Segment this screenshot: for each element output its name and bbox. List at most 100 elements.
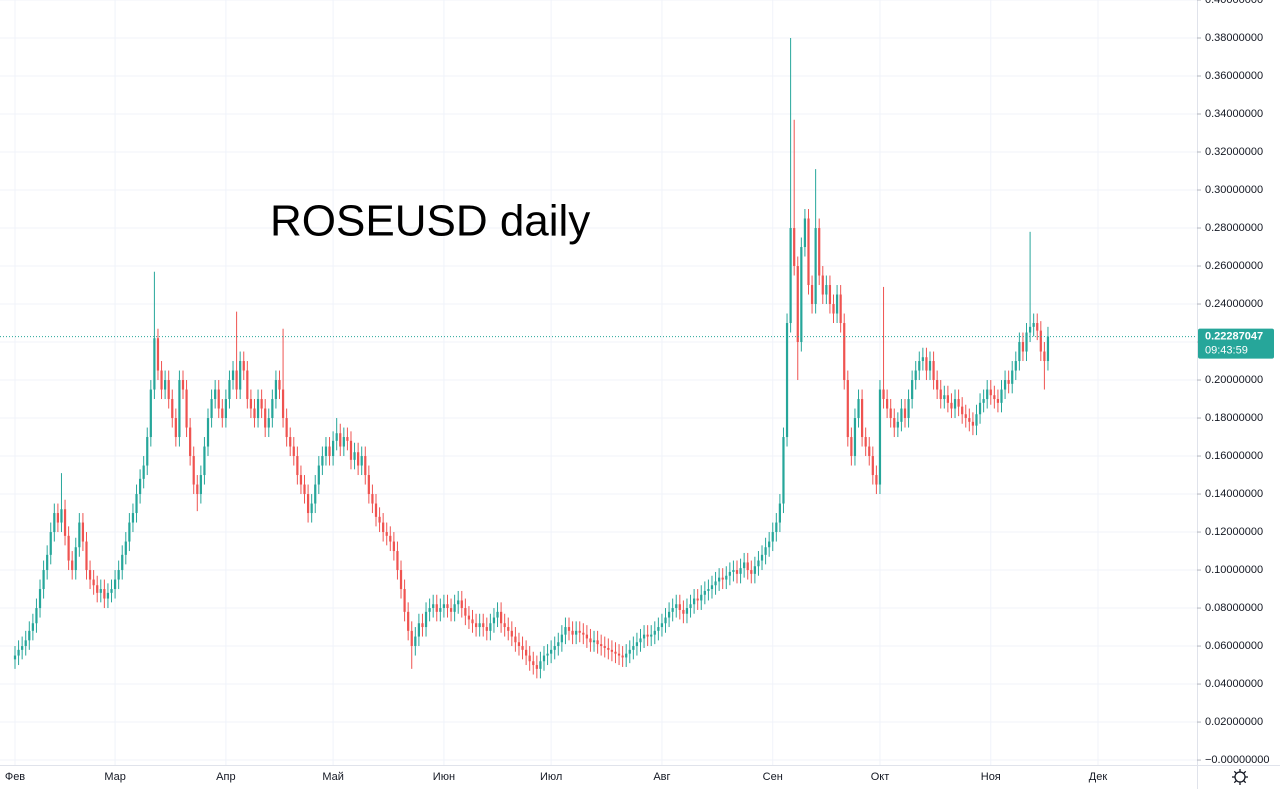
candle-body (678, 604, 681, 610)
candle-body (982, 399, 985, 403)
settings-icon-rays[interactable] (1232, 769, 1248, 785)
candle-body (81, 522, 85, 542)
candle-body (210, 399, 213, 419)
candle-body (689, 604, 692, 609)
candle-body (385, 532, 388, 536)
candle-body (557, 642, 560, 647)
candle-body (192, 456, 195, 485)
candle-body (993, 395, 996, 400)
candle-body (285, 418, 288, 438)
candle-body (535, 665, 538, 669)
candle-body (846, 380, 849, 438)
candle-body (417, 623, 420, 637)
candle-body (921, 357, 924, 362)
candle-body (628, 649, 631, 654)
candle-body (131, 513, 135, 523)
candle-body (342, 437, 345, 447)
candle-body (614, 651, 617, 654)
candle-body (517, 642, 521, 647)
candle-body (682, 609, 685, 614)
candle-body (503, 623, 506, 628)
candle-body (971, 421, 975, 426)
candle-body (321, 456, 324, 466)
candle-body (482, 623, 485, 628)
candle-body (835, 294, 839, 314)
y-tick-label: 0.02000000 (1205, 716, 1263, 728)
candle-body (153, 338, 156, 390)
candle-body (74, 547, 77, 571)
candle-body (206, 418, 210, 447)
candle-body (271, 399, 274, 419)
candle-body (857, 399, 860, 419)
candle-body (642, 634, 646, 639)
x-tick-label: Май (322, 771, 344, 783)
x-tick-label: Ноя (981, 771, 1001, 783)
candle-body (775, 522, 778, 533)
candle-body (1014, 361, 1017, 371)
candle-body (328, 446, 331, 457)
candle-body (471, 619, 474, 624)
candle-body (696, 598, 699, 601)
candle-body (299, 475, 303, 485)
y-tick-label: 0.06000000 (1205, 640, 1263, 652)
candle-body (281, 389, 285, 419)
candle-body (989, 389, 992, 396)
candle-body (821, 275, 824, 295)
candle-body (353, 452, 356, 460)
candle-body (728, 571, 731, 576)
candle-body (639, 638, 642, 643)
candle-body (550, 649, 553, 654)
candle-body (121, 554, 124, 571)
candle-body (803, 218, 807, 248)
candle-body (1036, 323, 1039, 331)
candle-body (446, 604, 449, 609)
candle-body (893, 418, 896, 428)
candle-body (843, 323, 846, 381)
candle-body (31, 623, 34, 631)
candle-body (214, 389, 217, 400)
candle-body (346, 437, 349, 441)
candle-body (553, 646, 556, 650)
candle-body (589, 638, 592, 643)
candle-body (260, 399, 263, 409)
settings-button[interactable] (1232, 769, 1248, 785)
candle-body (825, 285, 828, 295)
candle-body (274, 380, 278, 400)
y-tick-label: 0.24000000 (1205, 298, 1263, 310)
candle-body (603, 646, 606, 648)
candle-body (864, 437, 867, 447)
candle-body (228, 380, 231, 400)
candle-body (707, 589, 710, 591)
candle-body (542, 655, 546, 662)
candle-body (382, 522, 385, 533)
candle-body (485, 627, 488, 631)
candle-body (221, 408, 224, 419)
x-tick-label: Июл (540, 771, 562, 783)
candle-body (1000, 389, 1003, 403)
candle-body (492, 617, 496, 624)
candle-body (67, 535, 70, 561)
y-tick-label: 0.28000000 (1205, 222, 1263, 234)
candle-body (389, 535, 392, 542)
candle-body (460, 600, 463, 609)
candle-body (439, 608, 442, 612)
candle-body (99, 589, 102, 593)
candle-body (296, 456, 299, 476)
candle-body (828, 285, 832, 305)
candle-body (964, 414, 967, 419)
candle-body (13, 655, 17, 660)
y-tick-label: 0.12000000 (1205, 526, 1263, 538)
candle-body (703, 590, 706, 595)
candle-body (514, 636, 517, 643)
candle-body (35, 608, 38, 624)
candle-body (850, 437, 853, 457)
candle-body (903, 408, 907, 419)
candle-body (918, 361, 921, 371)
candle-body (71, 560, 74, 571)
candle-body (714, 581, 717, 586)
candle-body (718, 577, 721, 582)
candle-body (378, 516, 381, 523)
candle-body (567, 627, 571, 631)
candle-body (600, 644, 603, 647)
candle-body (146, 437, 149, 466)
